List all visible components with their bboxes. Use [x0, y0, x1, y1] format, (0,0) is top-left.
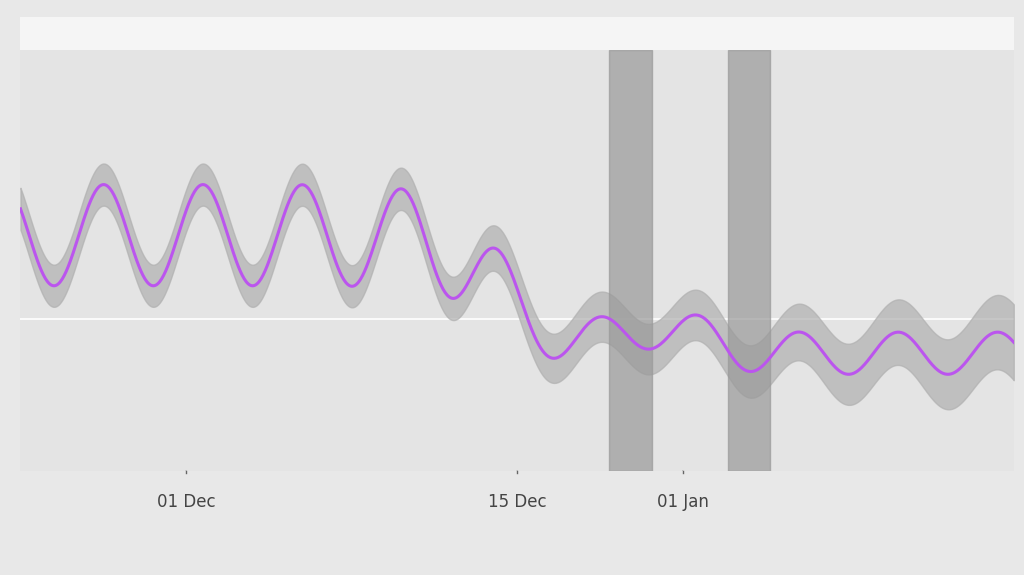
Bar — [728, 49, 770, 472]
Text: 15 Dec: 15 Dec — [487, 493, 547, 511]
Text: 01 Jan: 01 Jan — [656, 493, 709, 511]
Bar — [609, 49, 652, 472]
Text: 01 Dec: 01 Dec — [157, 493, 215, 511]
